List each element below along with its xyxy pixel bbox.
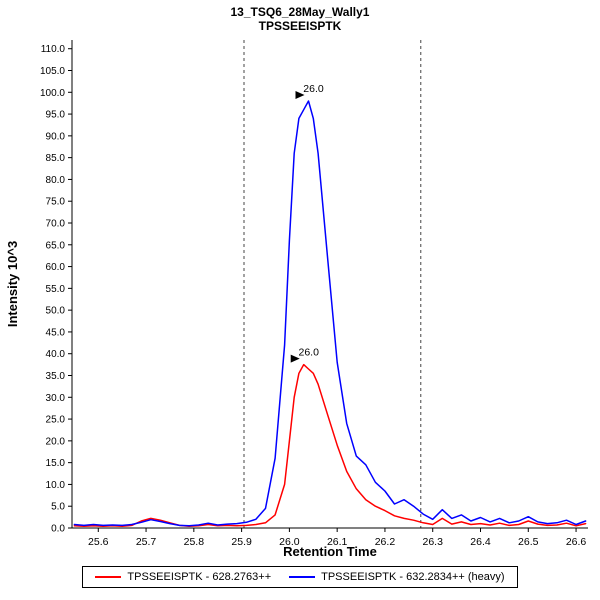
y-axis-title: Intensity 10^3 [5,241,20,327]
legend-label-heavy: TPSSEEISPTK - 632.2834++ (heavy) [321,571,505,583]
legend-item-light: TPSSEEISPTK - 628.2763++ [95,571,271,583]
legend: TPSSEEISPTK - 628.2763++ TPSSEEISPTK - 6… [0,566,600,588]
x-axis-title: Retention Time [283,544,377,559]
legend-item-heavy: TPSSEEISPTK - 632.2834++ (heavy) [289,571,505,583]
chromatogram-line-1[interactable] [73,100,587,527]
chromatogram-line-0[interactable] [73,363,587,528]
y-tick-label: 45.0 [46,327,66,338]
peak-pointer-icon [290,354,300,363]
x-tick-label: 26.3 [423,536,444,548]
peak-rt-annotation: 26.0 [299,347,320,359]
y-tick-label: 100.0 [40,88,65,99]
y-tick-label: 55.0 [46,284,66,295]
y-tick-label: 80.0 [46,175,66,186]
y-tick-label: 25.0 [46,415,66,426]
y-tick-label: 40.0 [46,349,66,360]
x-tick-label: 26.2 [375,536,396,548]
y-tick-label: 65.0 [46,240,66,251]
y-tick-label: 105.0 [40,66,65,77]
y-tick-label: 50.0 [46,306,66,317]
legend-line-sample-red [95,576,122,578]
y-tick-label: 110.0 [41,44,66,55]
y-tick-label: 20.0 [46,436,66,447]
chart-title: 13_TSQ6_28May_Wally1 [230,5,370,19]
chart-header: 13_TSQ6_28May_Wally1 TPSSEEISPTK [0,5,600,33]
y-tick-label: 75.0 [46,197,66,208]
x-tick-label: 26.0 [279,536,300,548]
y-tick-label: 30.0 [46,393,66,404]
x-tick-label: 26.5 [518,536,539,548]
x-tick-label: 25.9 [231,536,252,548]
y-tick-label: 15.0 [46,458,66,469]
legend-box: TPSSEEISPTK - 628.2763++ TPSSEEISPTK - 6… [82,566,518,588]
legend-label-light: TPSSEEISPTK - 628.2763++ [127,571,272,583]
x-tick-label: 25.7 [136,536,157,548]
y-tick-label: 35.0 [46,371,66,382]
x-tick-label: 26.4 [470,536,491,548]
x-tick-label: 26.1 [327,536,348,548]
y-tick-label: 70.0 [46,219,66,230]
x-tick-label: 25.6 [88,536,109,548]
y-tick-label: 5.0 [51,502,65,513]
y-tick-label: 0.0 [51,524,65,535]
x-tick-label: 25.8 [184,536,205,548]
y-tick-label: 90.0 [46,131,66,142]
x-tick-label: 26.6 [566,536,587,548]
y-tick-label: 60.0 [46,262,66,273]
peak-pointer-icon [295,91,305,99]
y-tick-label: 95.0 [46,110,66,121]
legend-line-sample-blue [289,576,316,578]
y-tick-label: 10.0 [46,480,66,491]
y-tick-label: 85.0 [46,153,66,164]
chart-subtitle: TPSSEEISPTK [258,19,342,33]
peak-rt-annotation: 26.0 [303,83,324,95]
